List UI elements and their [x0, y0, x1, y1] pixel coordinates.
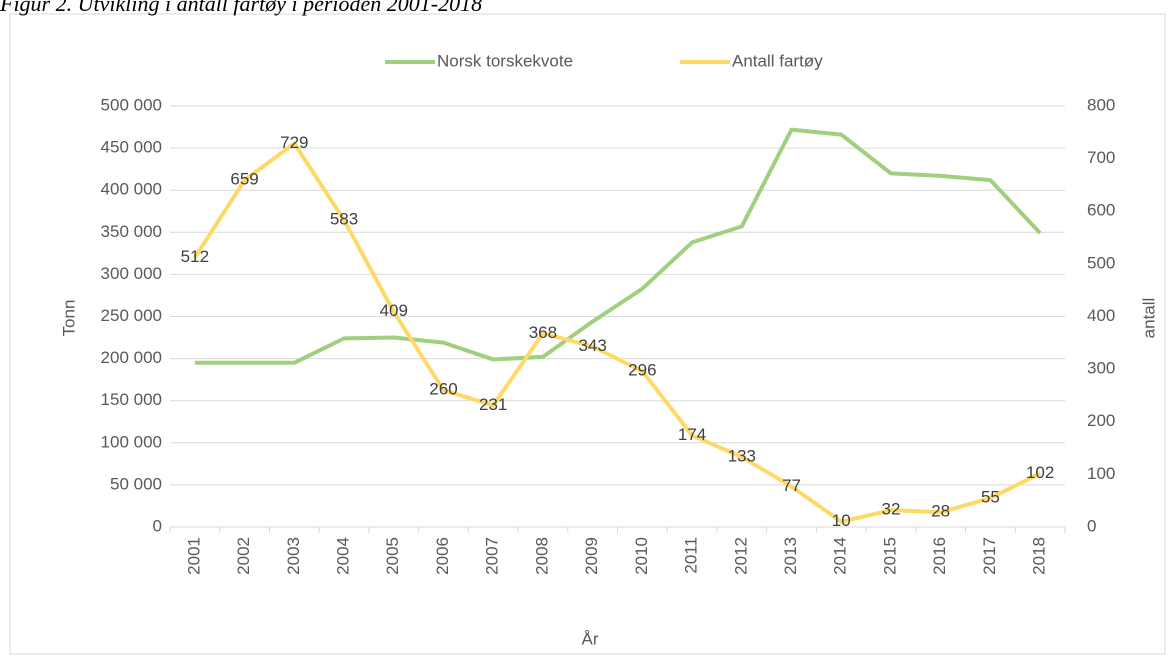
x-tick-label: 2012 — [731, 537, 750, 575]
y2-tick-label: 400 — [1087, 306, 1115, 325]
x-tick-label: 2001 — [184, 537, 203, 575]
data-label: 102 — [1026, 463, 1054, 482]
data-label: 77 — [782, 476, 801, 495]
data-label: 133 — [728, 446, 756, 465]
data-label: 659 — [230, 170, 258, 189]
x-tick-label: 2013 — [781, 537, 800, 575]
chart-title: Figur 2. Utvikling i antall fartøy i per… — [0, 0, 482, 16]
legend-label: Antall fartøy — [732, 51, 823, 70]
data-label: 231 — [479, 395, 507, 414]
y-tick-label: 300 000 — [101, 264, 162, 283]
x-tick-label: 2005 — [383, 537, 402, 575]
data-label: 10 — [832, 511, 851, 530]
y2-tick-label: 600 — [1087, 201, 1115, 220]
x-tick-label: 2014 — [831, 537, 850, 575]
x-tick-label: 2015 — [880, 537, 899, 575]
data-label: 583 — [330, 210, 358, 229]
series-line — [193, 141, 1042, 524]
y-tick-label: 400 000 — [101, 180, 162, 199]
data-label: 28 — [931, 502, 950, 521]
y2-tick-label: 300 — [1087, 359, 1115, 378]
y-tick-label: 350 000 — [101, 222, 162, 241]
y2-axis-label: antall — [1139, 298, 1158, 339]
x-tick-label: 2006 — [433, 537, 452, 575]
x-tick-label: 2003 — [284, 537, 303, 575]
y-axis-label: Tonn — [59, 300, 78, 337]
data-label: 729 — [280, 133, 308, 152]
y-tick-label: 200 000 — [101, 348, 162, 367]
chart-border — [9, 13, 1166, 655]
legend-label: Norsk torskekvote — [437, 51, 573, 70]
y2-tick-label: 200 — [1087, 411, 1115, 430]
x-tick-label: 2008 — [532, 537, 551, 575]
y-tick-label: 50 000 — [110, 474, 162, 493]
series-line — [194, 127, 1042, 365]
data-label: 296 — [628, 361, 656, 380]
data-label: 368 — [529, 323, 557, 342]
data-label: 260 — [429, 380, 457, 399]
y-tick-label: 500 000 — [101, 95, 162, 114]
y-tick-label: 0 — [153, 516, 162, 535]
x-tick-label: 2002 — [234, 537, 253, 575]
data-label: 409 — [380, 301, 408, 320]
x-tick-label: 2007 — [483, 537, 502, 575]
data-label: 174 — [678, 425, 706, 444]
y2-tick-label: 700 — [1087, 148, 1115, 167]
data-label: 32 — [882, 500, 901, 519]
x-tick-label: 2010 — [632, 537, 651, 575]
data-label: 55 — [981, 488, 1000, 507]
y-tick-label: 100 000 — [101, 432, 162, 451]
x-tick-label: 2004 — [334, 537, 353, 575]
x-tick-label: 2018 — [1030, 537, 1049, 575]
data-label: 512 — [181, 247, 209, 266]
y2-tick-label: 0 — [1087, 516, 1096, 535]
y2-tick-label: 800 — [1087, 95, 1115, 114]
x-tick-label: 2011 — [682, 537, 701, 574]
y2-tick-label: 500 — [1087, 253, 1115, 272]
x-tick-label: 2016 — [930, 537, 949, 575]
y-tick-label: 450 000 — [101, 138, 162, 157]
y-tick-label: 250 000 — [101, 306, 162, 325]
x-tick-label: 2017 — [980, 537, 999, 575]
y-tick-label: 150 000 — [101, 390, 162, 409]
x-tick-label: 2009 — [582, 537, 601, 575]
x-axis-label: År — [582, 629, 599, 648]
y2-tick-label: 100 — [1087, 464, 1115, 483]
data-label: 343 — [578, 336, 606, 355]
